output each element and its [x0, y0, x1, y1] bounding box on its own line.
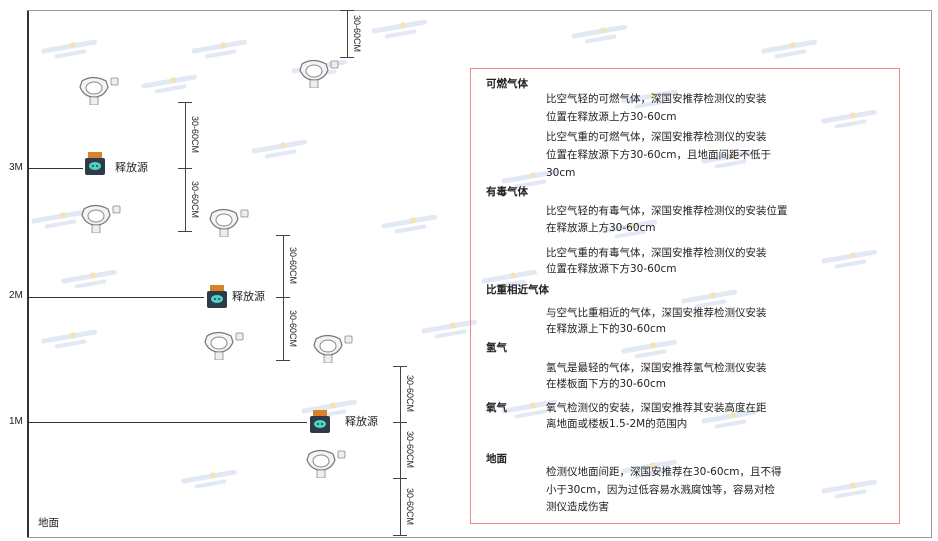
dimension-tick	[178, 168, 192, 169]
note-text: 氧气检测仪的安装，深国安推荐其安装高度在距	[546, 402, 767, 414]
note-text: 在楼板面下方的30-60cm	[546, 378, 667, 390]
dimension-tick	[393, 422, 407, 423]
watermark-logo	[570, 24, 630, 47]
release-source-label: 释放源	[232, 290, 265, 303]
dimension-tick	[276, 235, 290, 236]
note-heading: 地面	[486, 453, 507, 465]
dimension-label: 30-60CM	[405, 375, 415, 413]
gas-detector-icon	[203, 330, 245, 361]
wall-line	[27, 10, 29, 538]
note-heading: 有毒气体	[486, 186, 528, 198]
dimension-label: 30-60CM	[352, 14, 362, 52]
note-text: 氢气是最轻的气体，深国安推荐氢气检测仪安装	[546, 362, 767, 374]
note-text: 在释放源上下的30-60cm	[546, 323, 667, 335]
note-heading: 氧气	[486, 402, 507, 414]
watermark-logo	[140, 74, 200, 97]
dimension-tick	[393, 478, 407, 479]
release-source-icon	[308, 410, 332, 434]
note-text: 30cm	[546, 167, 576, 179]
gas-detector-icon	[208, 207, 250, 238]
note-text: 小于30cm，因为过低容易水溅腐蚀等，容易对检	[546, 484, 775, 496]
watermark-logo	[190, 39, 250, 62]
dimension-label: 30-60CM	[190, 180, 200, 218]
level-line	[29, 422, 307, 423]
gas-detector-icon	[78, 75, 120, 106]
gas-detector-icon	[312, 333, 354, 364]
release-source-label: 释放源	[115, 161, 148, 174]
level-2m: 2M	[9, 290, 23, 301]
dimension-label: 30-60CM	[405, 487, 415, 525]
dimension-tick	[340, 57, 354, 58]
release-source-icon	[83, 152, 107, 176]
dimension-tick	[178, 231, 192, 232]
watermark-logo	[60, 269, 120, 292]
right-border	[931, 10, 932, 538]
dimension-line	[185, 168, 186, 231]
level-3m: 3M	[9, 162, 23, 173]
dimension-tick	[393, 535, 407, 536]
note-text: 与空气比重相近的气体，深国安推荐检测仪安装	[546, 307, 767, 319]
note-text: 检测仪地面间距，深国安推荐在30-60cm，且不得	[546, 466, 782, 478]
dimension-tick	[276, 297, 290, 298]
gas-detector-icon	[80, 203, 122, 234]
dimension-tick	[178, 102, 192, 103]
release-source-icon	[205, 285, 229, 309]
watermark-logo	[370, 19, 430, 42]
note-text: 比空气轻的可燃气体，深国安推荐检测仪的安装	[546, 93, 767, 105]
note-text: 位置在释放源下方30-60cm，且地面间距不低于	[546, 149, 772, 161]
dimension-label: 30-60CM	[288, 309, 298, 347]
dimension-line	[283, 235, 284, 297]
note-text: 位置在释放源上方30-60cm	[546, 111, 677, 123]
notes-box: 可燃气体比空气轻的可燃气体，深国安推荐检测仪的安装 位置在释放源上方30-60cm…	[470, 68, 900, 524]
ceiling-line	[27, 10, 932, 11]
note-text: 比空气重的有毒气体，深国安推荐检测仪的安装	[546, 247, 767, 259]
note-text: 测仪造成伤害	[546, 501, 609, 513]
dimension-line	[400, 366, 401, 422]
dimension-line	[283, 297, 284, 360]
note-heading: 氢气	[486, 342, 507, 354]
gas-detector-icon	[298, 58, 340, 89]
watermark-logo	[40, 329, 100, 352]
dimension-tick	[276, 360, 290, 361]
dimension-line	[400, 422, 401, 478]
watermark-logo	[380, 214, 440, 237]
dimension-line	[347, 10, 348, 57]
note-text: 离地面或楼板1.5-2M的范围内	[546, 418, 688, 430]
floor-line	[27, 537, 932, 538]
level-1m: 1M	[9, 416, 23, 427]
watermark-logo	[760, 39, 820, 62]
dimension-tick	[340, 10, 354, 11]
dimension-tick	[393, 366, 407, 367]
note-heading: 比重相近气体	[486, 284, 549, 296]
dimension-label: 30-60CM	[190, 116, 200, 154]
dimension-line	[185, 102, 186, 168]
ground-label: 地面	[38, 517, 59, 529]
release-source-label: 释放源	[345, 415, 378, 428]
watermark-logo	[40, 39, 100, 62]
dimension-label: 30-60CM	[405, 431, 415, 469]
dimension-line	[400, 478, 401, 535]
dimension-label: 30-60CM	[288, 247, 298, 285]
level-line	[29, 168, 83, 169]
note-text: 比空气重的可燃气体，深国安推荐检测仪的安装	[546, 131, 767, 143]
note-text: 位置在释放源下方30-60cm	[546, 263, 677, 275]
note-text: 在释放源上方30-60cm	[546, 222, 656, 234]
note-heading: 可燃气体	[486, 78, 528, 90]
level-line	[29, 297, 204, 298]
watermark-logo	[180, 469, 240, 492]
gas-detector-icon	[305, 448, 347, 479]
note-text: 比空气轻的有毒气体，深国安推荐检测仪的安装位置	[546, 205, 788, 217]
watermark-logo	[250, 139, 310, 162]
